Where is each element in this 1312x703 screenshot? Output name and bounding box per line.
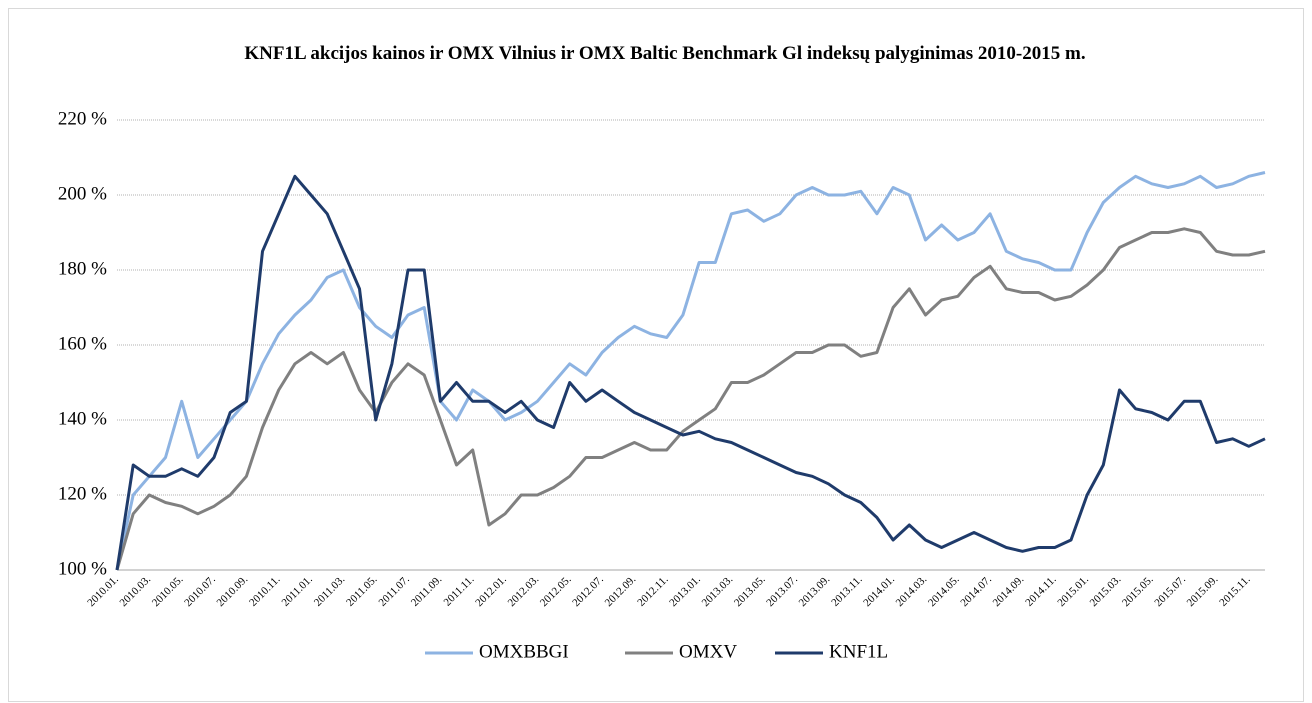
x-tick-label: 2014.01. [861,573,897,609]
x-tick-label: 2015.05. [1120,573,1156,609]
x-tick-label: 2014.09. [991,573,1027,609]
x-tick-label: 2015.03. [1088,573,1124,609]
x-tick-label: 2010.07. [182,573,218,609]
series-line [115,171,1266,571]
x-tick-label: 2012.01. [473,573,509,609]
x-tick-label: 2012.05. [538,573,574,609]
x-tick-label: 2011.07. [377,573,413,609]
y-tick-label: 200 % [58,183,107,204]
x-tick-label: 2010.09. [215,573,251,609]
x-tick-label: 2011.11. [441,573,476,608]
x-tick-label: 2012.09. [603,573,639,609]
x-tick-label: 2013.03. [700,573,736,609]
x-tick-label: 2011.03. [312,573,348,609]
y-tick-label: 160 % [58,333,107,354]
y-tick-label: 100 % [58,558,107,579]
series-line [115,174,1266,571]
x-tick-label: 2013.05. [732,573,768,609]
legend-label: KNF1L [829,641,888,662]
legend-label: OMXV [679,641,737,662]
x-tick-label: 2014.05. [926,573,962,609]
legend-label: OMXBBGI [479,641,569,662]
x-tick-label: 2012.03. [506,573,542,609]
chart-frame [8,8,1304,702]
x-tick-label: 2015.11. [1217,573,1253,609]
y-tick-label: 220 % [58,108,107,129]
x-tick-label: 2011.01. [280,573,316,609]
x-tick-label: 2011.05. [344,573,380,609]
x-tick-label: 2013.09. [797,573,833,609]
y-tick-label: 180 % [58,258,107,279]
x-tick-label: 2015.01. [1055,573,1091,609]
x-tick-label: 2015.09. [1185,573,1221,609]
x-tick-label: 2014.11. [1023,573,1059,609]
y-tick-label: 140 % [58,408,107,429]
x-tick-label: 2010.05. [150,573,186,609]
chart-title: KNF1L akcijos kainos ir OMX Vilnius ir O… [244,43,1086,64]
x-tick-label: 2012.11. [635,573,671,609]
x-tick-label: 2014.07. [958,573,994,609]
x-tick-label: 2012.07. [570,573,606,609]
x-tick-label: 2011.09. [409,573,445,609]
x-tick-label: 2010.11. [247,573,283,609]
x-tick-label: 2015.07. [1152,573,1188,609]
x-tick-label: 2013.11. [829,573,865,609]
x-tick-label: 2014.03. [894,573,930,609]
x-tick-label: 2010.03. [118,573,154,609]
y-tick-label: 120 % [58,483,107,504]
x-tick-label: 2013.07. [764,573,800,609]
x-tick-label: 2013.01. [667,573,703,609]
series-line [115,227,1266,571]
